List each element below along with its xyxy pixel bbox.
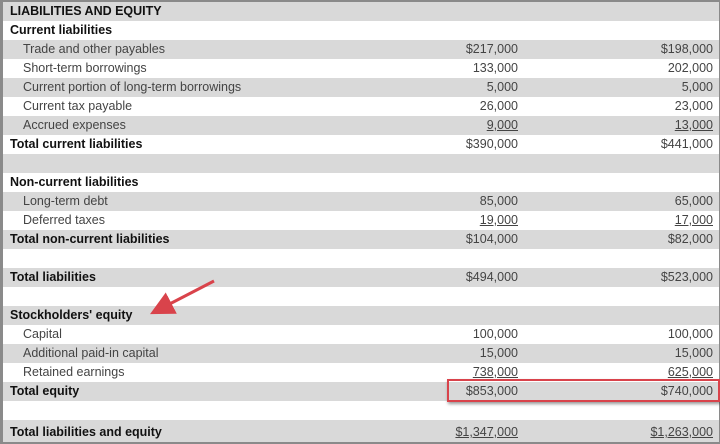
table-row: Non-current liabilities — [3, 173, 719, 192]
section-title: LIABILITIES AND EQUITY — [10, 4, 162, 18]
row-label: Current portion of long-term borrowings — [23, 80, 242, 94]
current-year-value: 85,000 — [479, 194, 518, 208]
row-label: Total equity — [10, 384, 80, 398]
current-year-value: $217,000 — [465, 42, 518, 56]
prior-year-value: $1,263,000 — [650, 425, 713, 439]
row-label: Total liabilities — [10, 270, 96, 284]
prior-year-value: $441,000 — [660, 137, 713, 151]
row-label: Long-term debt — [23, 194, 108, 208]
current-year-value: 26,000 — [479, 99, 518, 113]
current-year-value: $494,000 — [465, 270, 518, 284]
blank-row — [3, 154, 719, 173]
row-label: Capital — [23, 327, 62, 341]
balance-sheet-table: LIABILITIES AND EQUITY Current liabiliti… — [3, 2, 719, 442]
row-label: Trade and other payables — [23, 42, 165, 56]
blank-row — [3, 249, 719, 268]
row-label: Total current liabilities — [10, 137, 143, 151]
table-row: Trade and other payables $217,000 $198,000 — [3, 40, 719, 59]
current-year-value: 15,000 — [479, 346, 518, 360]
table-row: Total equity $853,000 $740,000 — [3, 382, 719, 401]
table-row: Total non-current liabilities $104,000 $82… — [3, 230, 719, 249]
row-label: Accrued expenses — [23, 118, 126, 132]
table-row: Total liabilities $494,000 $523,000 — [3, 268, 719, 287]
prior-year-value: 15,000 — [674, 346, 713, 360]
current-year-value: $853,000 — [465, 384, 518, 398]
current-year-value: $104,000 — [465, 232, 518, 246]
prior-year-value: $740,000 — [660, 384, 713, 398]
row-label: Total non-current liabilities — [10, 232, 170, 246]
current-year-value: 738,000 — [472, 365, 518, 379]
table-row: Current portion of long-term borrowings 5… — [3, 78, 719, 97]
table-row: Deferred taxes 19,000 17,000 — [3, 211, 719, 230]
prior-year-value: 13,000 — [674, 118, 713, 132]
blank-row — [3, 287, 719, 306]
current-year-value: 100,000 — [472, 327, 518, 341]
arrow-icon — [150, 279, 215, 315]
prior-year-value: 5,000 — [681, 80, 713, 94]
row-label: Total liabilities and equity — [10, 425, 162, 439]
prior-year-value: $82,000 — [667, 232, 713, 246]
row-label: Deferred taxes — [23, 213, 105, 227]
row-label: Current tax payable — [23, 99, 133, 113]
table-row: Additional paid-in capital 15,000 15,000 — [3, 344, 719, 363]
table-row: Current liabilities — [3, 21, 719, 40]
table-row: Capital 100,000 100,000 — [3, 325, 719, 344]
current-year-value: 5,000 — [486, 80, 518, 94]
row-label: Short-term borrowings — [23, 61, 147, 75]
table-row: Stockholders' equity — [3, 306, 719, 325]
table-row: Total current liabilities $390,000 $441,00… — [3, 135, 719, 154]
section-header-row: LIABILITIES AND EQUITY — [3, 2, 719, 21]
table-row: Current tax payable 26,000 23,000 — [3, 97, 719, 116]
total-equity-highlight-box — [447, 379, 720, 402]
prior-year-value: 65,000 — [674, 194, 713, 208]
table-row: Retained earnings 738,000 625,000 — [3, 363, 719, 382]
blank-row — [3, 401, 719, 420]
row-label: Current liabilities — [10, 23, 113, 37]
row-label: Non-current liabilities — [10, 175, 139, 189]
table-row: Total liabilities and equity $1,347,000 $1… — [3, 420, 719, 442]
prior-year-value: $198,000 — [660, 42, 713, 56]
table-row: Accrued expenses 9,000 13,000 — [3, 116, 719, 135]
current-year-value: 9,000 — [486, 118, 518, 132]
prior-year-value: 625,000 — [667, 365, 713, 379]
prior-year-value: 202,000 — [667, 61, 713, 75]
current-year-value: 19,000 — [479, 213, 518, 227]
prior-year-value: 23,000 — [674, 99, 713, 113]
row-label: Additional paid-in capital — [23, 346, 159, 360]
current-year-value: 133,000 — [472, 61, 518, 75]
prior-year-value: 17,000 — [674, 213, 713, 227]
row-label: Stockholders' equity — [10, 308, 133, 322]
table-row: Long-term debt 85,000 65,000 — [3, 192, 719, 211]
table-row: Short-term borrowings 133,000 202,000 — [3, 59, 719, 78]
current-year-value: $1,347,000 — [455, 425, 518, 439]
prior-year-value: 100,000 — [667, 327, 713, 341]
current-year-value: $390,000 — [465, 137, 518, 151]
row-label: Retained earnings — [23, 365, 125, 379]
prior-year-value: $523,000 — [660, 270, 713, 284]
